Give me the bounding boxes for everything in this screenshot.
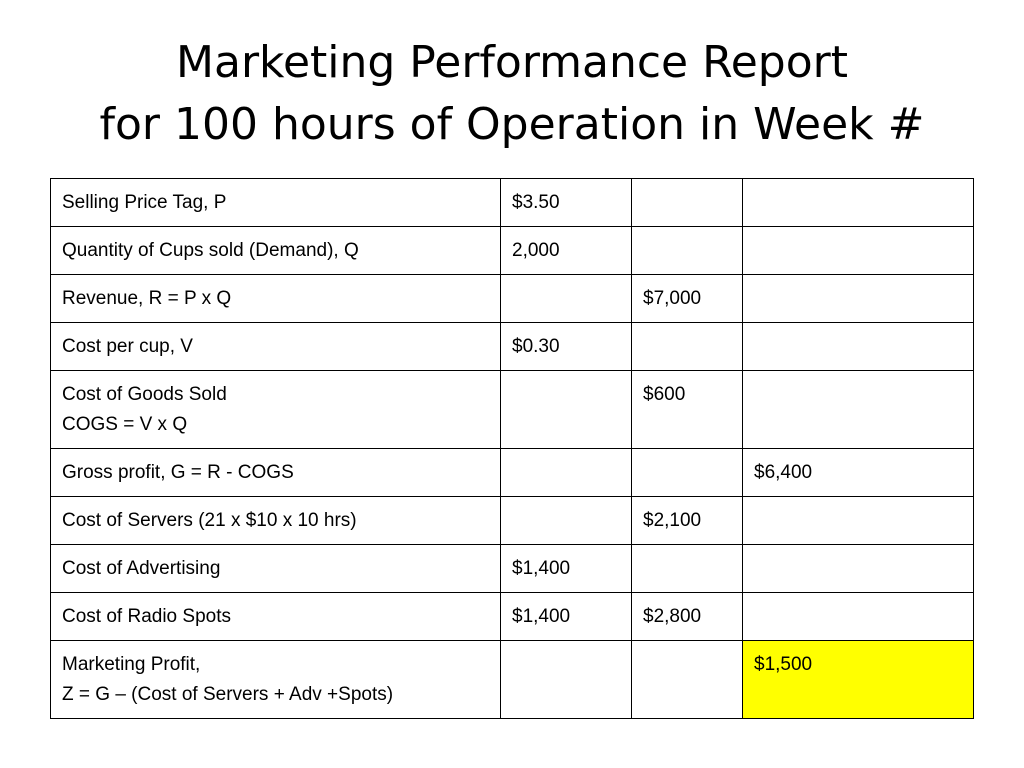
value-cell-c1 bbox=[500, 640, 632, 719]
row-label-cell: Cost per cup, V bbox=[50, 322, 501, 371]
table-row: Cost per cup, V $0.30 bbox=[50, 322, 974, 371]
value-cell-c2: $7,000 bbox=[631, 274, 743, 323]
row-label-line: COGS = V x Q bbox=[62, 414, 188, 435]
table-row: Cost of Radio Spots $1,400 $2,800 bbox=[50, 592, 974, 641]
value-cell-c3: $6,400 bbox=[742, 448, 974, 497]
table-row: Quantity of Cups sold (Demand), Q 2,000 bbox=[50, 226, 974, 275]
value-cell-c1: $1,400 bbox=[500, 592, 632, 641]
row-label-cell: Marketing Profit, Z = G – (Cost of Server… bbox=[50, 640, 501, 719]
row-label-cell: Cost of Advertising bbox=[50, 544, 501, 593]
value-cell-c1 bbox=[500, 274, 632, 323]
value-cell-c2: $2,800 bbox=[631, 592, 743, 641]
value-cell-c1 bbox=[500, 370, 632, 449]
row-label-line: Cost of Advertising bbox=[62, 558, 221, 579]
value-cell-c3 bbox=[742, 274, 974, 323]
value-cell-c2 bbox=[631, 322, 743, 371]
row-label-line: Cost per cup, V bbox=[62, 336, 193, 357]
table-row: Selling Price Tag, P $3.50 bbox=[50, 178, 974, 227]
value-cell-c2 bbox=[631, 544, 743, 593]
value-cell-c1: $0.30 bbox=[500, 322, 632, 371]
value-cell-c1: $3.50 bbox=[500, 178, 632, 227]
marketing-profit-highlight-cell: $1,500 bbox=[742, 640, 974, 719]
row-label-cell: Quantity of Cups sold (Demand), Q bbox=[50, 226, 501, 275]
report-table: Selling Price Tag, P $3.50 Quantity of Cup… bbox=[50, 178, 974, 719]
row-label-line: Cost of Goods Sold bbox=[62, 384, 227, 405]
table-row: Revenue, R = P x Q $7,000 bbox=[50, 274, 974, 323]
slide-title: Marketing Performance Report for 100 hou… bbox=[0, 32, 1024, 156]
value-cell-c2: $600 bbox=[631, 370, 743, 449]
title-line-1: Marketing Performance Report bbox=[176, 37, 848, 88]
value-cell-c2 bbox=[631, 178, 743, 227]
row-label-line: Z = G – (Cost of Servers + Adv +Spots) bbox=[62, 684, 394, 705]
table-row: Cost of Advertising $1,400 bbox=[50, 544, 974, 593]
table-row: Marketing Profit, Z = G – (Cost of Server… bbox=[50, 640, 974, 719]
row-label-cell: Cost of Servers (21 x $10 x 10 hrs) bbox=[50, 496, 501, 545]
value-cell-c1: 2,000 bbox=[500, 226, 632, 275]
row-label-cell: Cost of Radio Spots bbox=[50, 592, 501, 641]
value-cell-c1: $1,400 bbox=[500, 544, 632, 593]
table-row: Gross profit, G = R - COGS $6,400 bbox=[50, 448, 974, 497]
value-cell-c2 bbox=[631, 226, 743, 275]
value-cell-c1 bbox=[500, 448, 632, 497]
report-table-body: Selling Price Tag, P $3.50 Quantity of Cup… bbox=[50, 178, 974, 719]
row-label-line: Marketing Profit, bbox=[62, 654, 201, 675]
table-row: Cost of Goods Sold COGS = V x Q $600 bbox=[50, 370, 974, 449]
row-label-cell: Selling Price Tag, P bbox=[50, 178, 501, 227]
value-cell-c3 bbox=[742, 178, 974, 227]
row-label-line: Cost of Servers (21 x $10 x 10 hrs) bbox=[62, 510, 357, 531]
value-cell-c2 bbox=[631, 448, 743, 497]
row-label-line: Gross profit, G = R - COGS bbox=[62, 462, 294, 483]
title-line-2: for 100 hours of Operation in Week # bbox=[99, 99, 925, 150]
row-label-line: Revenue, R = P x Q bbox=[62, 288, 232, 309]
value-cell-c3 bbox=[742, 544, 974, 593]
value-cell-c2: $2,100 bbox=[631, 496, 743, 545]
row-label-cell: Gross profit, G = R - COGS bbox=[50, 448, 501, 497]
value-cell-c3 bbox=[742, 322, 974, 371]
row-label-cell: Cost of Goods Sold COGS = V x Q bbox=[50, 370, 501, 449]
value-cell-c2 bbox=[631, 640, 743, 719]
value-cell-c3 bbox=[742, 496, 974, 545]
value-cell-c1 bbox=[500, 496, 632, 545]
value-cell-c3 bbox=[742, 592, 974, 641]
row-label-line: Selling Price Tag, P bbox=[62, 192, 227, 213]
value-cell-c3 bbox=[742, 226, 974, 275]
row-label-cell: Revenue, R = P x Q bbox=[50, 274, 501, 323]
row-label-line: Cost of Radio Spots bbox=[62, 606, 231, 627]
value-cell-c3 bbox=[742, 370, 974, 449]
table-row: Cost of Servers (21 x $10 x 10 hrs) $2,10… bbox=[50, 496, 974, 545]
row-label-line: Quantity of Cups sold (Demand), Q bbox=[62, 240, 359, 261]
